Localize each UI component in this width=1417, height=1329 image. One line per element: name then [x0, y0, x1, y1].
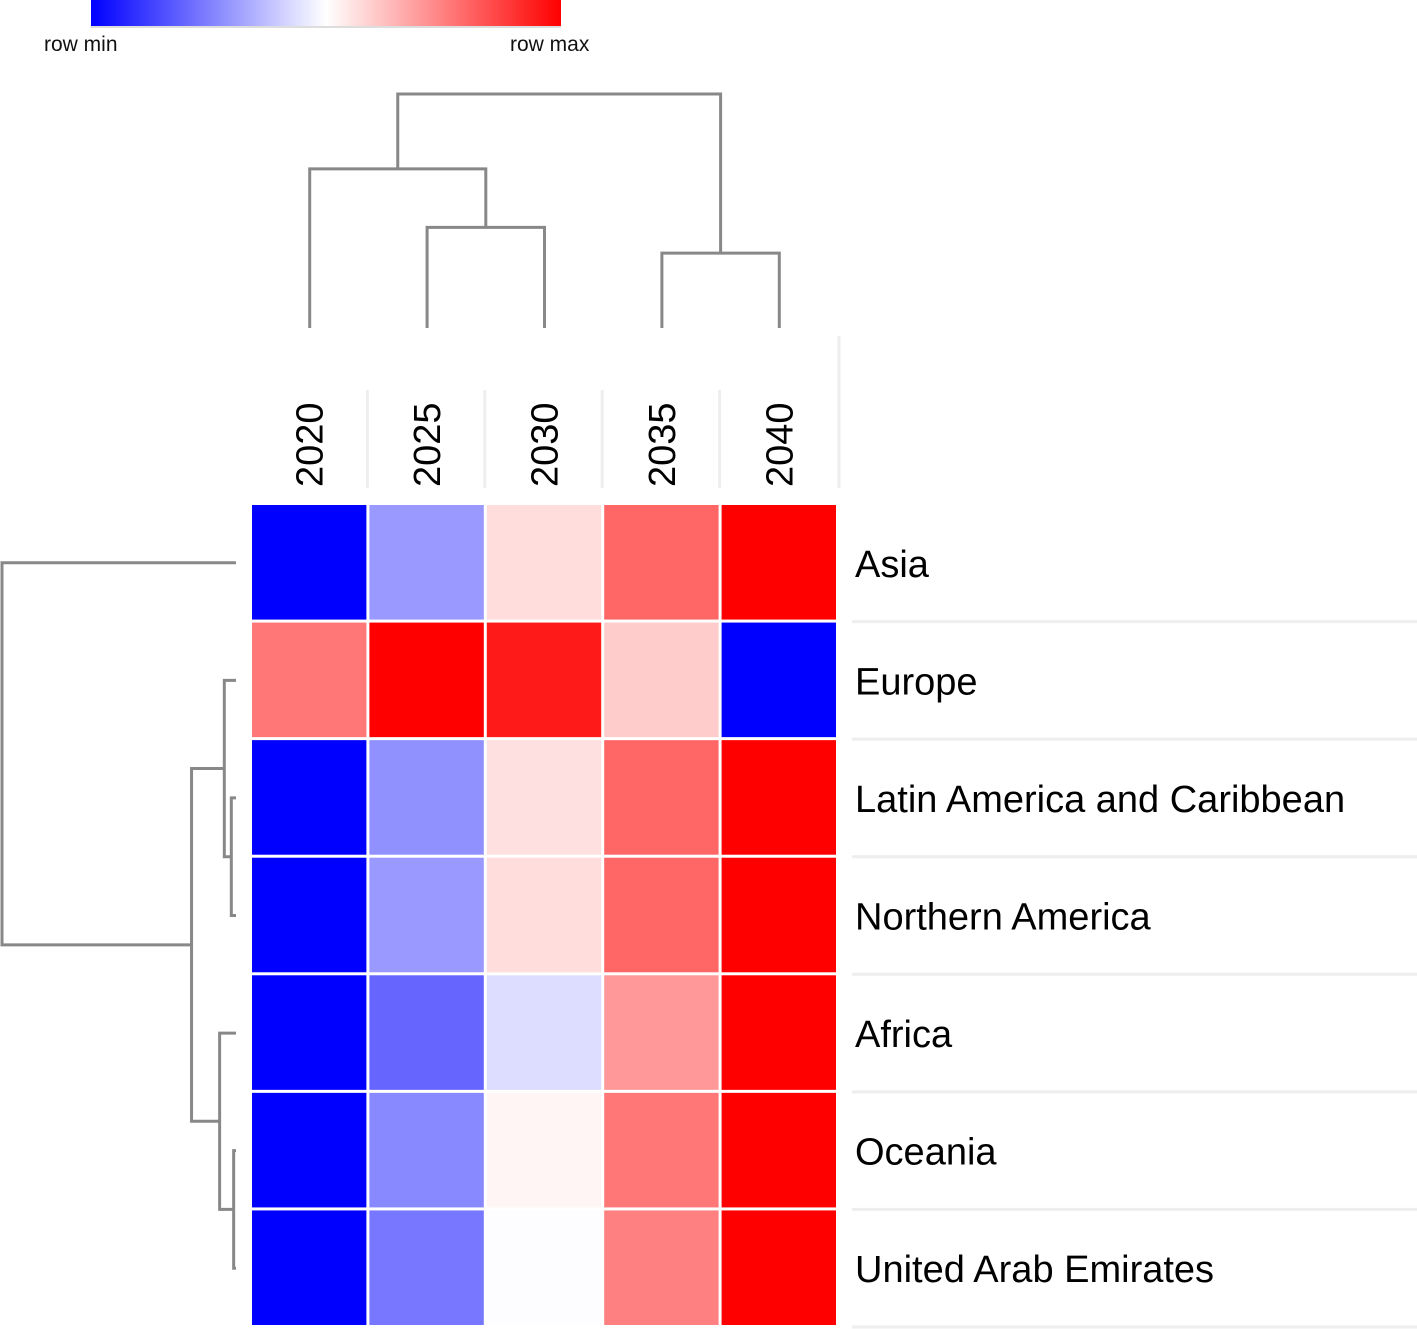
heatmap-cell	[721, 505, 836, 620]
heatmap-cell	[369, 1092, 484, 1208]
heatmap-cell	[721, 622, 836, 738]
row-label: United Arab Emirates	[855, 1249, 1214, 1291]
heatmap-cell	[486, 622, 602, 738]
heatmap-cell	[486, 505, 602, 620]
heatmap-cell	[604, 505, 719, 620]
legend-max-label: row max	[510, 33, 590, 56]
heatmap-cell	[486, 1092, 602, 1208]
column-labels: 2020 2025 2030 2035 2040	[290, 402, 802, 487]
heatmap-cell	[721, 1092, 836, 1208]
column-dendrogram	[308, 92, 781, 328]
heatmap-cell	[486, 740, 602, 855]
row-dendrogram	[0, 561, 236, 1270]
heatmap-cell	[369, 505, 484, 620]
heatmap-cell	[721, 1210, 836, 1325]
row-label: Oceania	[855, 1132, 997, 1174]
heatmap-cell	[721, 975, 836, 1090]
heatmap-cell	[721, 857, 836, 973]
column-label: 2040	[759, 402, 801, 487]
column-label: 2035	[642, 402, 684, 487]
dendrogram-branch	[425, 225, 546, 328]
dendrogram-branch	[232, 1149, 236, 1270]
heatmap-cell	[369, 975, 484, 1090]
column-label-separators	[365, 336, 841, 488]
heatmap-cell	[604, 1210, 719, 1325]
column-label: 2025	[407, 402, 449, 487]
heatmap-cell	[604, 622, 719, 738]
heatmap-cell	[486, 1210, 602, 1325]
heatmap-cell	[252, 1210, 367, 1325]
row-label: Europe	[855, 661, 978, 703]
legend-min-label: row min	[44, 33, 118, 56]
dendrogram-branch	[660, 251, 781, 328]
heatmap-cell	[252, 857, 367, 973]
heatmap-cell	[252, 622, 367, 738]
dendrogram-branch	[229, 796, 236, 917]
heatmap-cell	[369, 740, 484, 855]
row-label-separators	[852, 620, 1417, 1329]
heatmap-cell	[369, 1210, 484, 1325]
heatmap-cell	[604, 857, 719, 973]
dendrogram-branch	[0, 561, 236, 947]
heatmap-cell	[252, 740, 367, 855]
row-labels: Asia Europe Latin America and Caribbean Nor…	[855, 544, 1345, 1291]
row-label: Latin America and Caribbean	[855, 779, 1345, 821]
dendrogram-branch	[308, 167, 488, 328]
dendrogram-branch	[396, 92, 723, 254]
color-scale-legend-bar	[91, 0, 561, 28]
heatmap-cell	[252, 975, 367, 1090]
heatmap-cell	[486, 857, 602, 973]
heatmap-cell	[369, 622, 484, 738]
heatmap-cell	[604, 1092, 719, 1208]
column-label: 2020	[290, 402, 332, 487]
heatmap-cell	[486, 975, 602, 1090]
heatmap-cells	[252, 505, 836, 1325]
row-label: Africa	[855, 1014, 953, 1056]
heatmap-cell	[721, 740, 836, 855]
row-label: Asia	[855, 544, 930, 586]
heatmap-cell	[369, 857, 484, 973]
heatmap-cell	[604, 740, 719, 855]
row-label: Northern America	[855, 897, 1152, 939]
heatmap-cell	[252, 505, 367, 620]
heatmap-cell	[252, 1092, 367, 1208]
heatmap-cell	[604, 975, 719, 1090]
column-label: 2030	[525, 402, 567, 487]
